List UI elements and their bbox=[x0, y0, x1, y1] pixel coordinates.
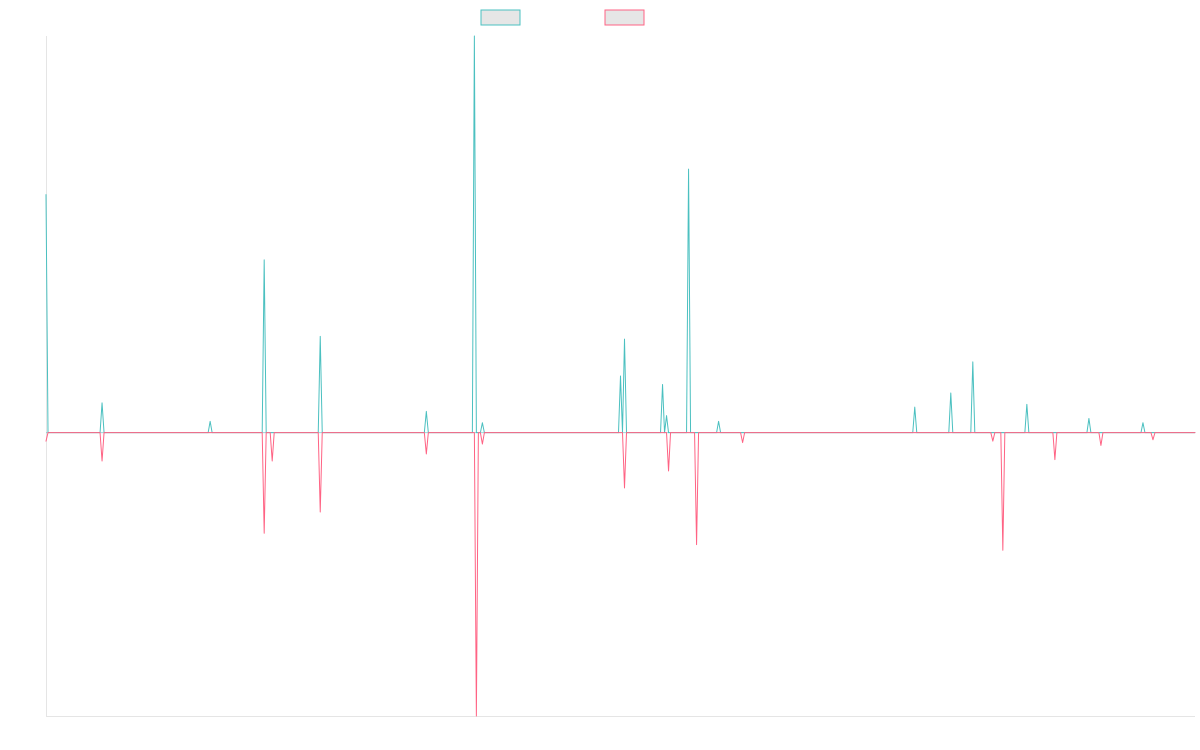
legend-swatch-series-a[interactable] bbox=[480, 9, 521, 26]
series-layer bbox=[45, 35, 1196, 717]
series-a-line bbox=[45, 35, 1196, 434]
legend-swatch-series-b[interactable] bbox=[604, 9, 645, 26]
axes bbox=[46, 36, 1195, 717]
legend[interactable] bbox=[480, 9, 645, 26]
series-b-line bbox=[45, 432, 1196, 717]
